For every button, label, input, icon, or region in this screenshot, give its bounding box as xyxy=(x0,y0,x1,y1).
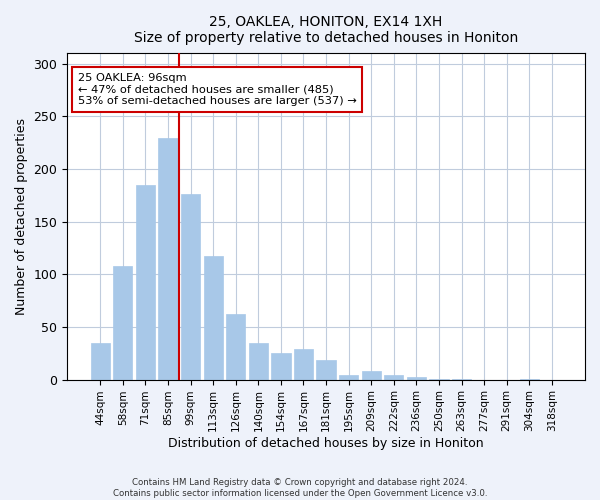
Bar xyxy=(91,343,110,380)
Bar xyxy=(226,314,245,380)
Bar xyxy=(136,185,155,380)
Bar xyxy=(271,354,290,380)
Bar xyxy=(520,378,539,380)
Bar xyxy=(452,378,471,380)
Bar xyxy=(181,194,200,380)
Bar xyxy=(113,266,133,380)
Text: Contains HM Land Registry data © Crown copyright and database right 2024.
Contai: Contains HM Land Registry data © Crown c… xyxy=(113,478,487,498)
Bar xyxy=(430,378,449,380)
Bar xyxy=(294,349,313,380)
Bar xyxy=(384,376,403,380)
Bar xyxy=(203,256,223,380)
X-axis label: Distribution of detached houses by size in Honiton: Distribution of detached houses by size … xyxy=(168,437,484,450)
Title: 25, OAKLEA, HONITON, EX14 1XH
Size of property relative to detached houses in Ho: 25, OAKLEA, HONITON, EX14 1XH Size of pr… xyxy=(134,15,518,45)
Bar xyxy=(362,371,381,380)
Bar xyxy=(339,376,358,380)
Text: 25 OAKLEA: 96sqm
← 47% of detached houses are smaller (485)
53% of semi-detached: 25 OAKLEA: 96sqm ← 47% of detached house… xyxy=(77,73,356,106)
Bar xyxy=(407,378,426,380)
Y-axis label: Number of detached properties: Number of detached properties xyxy=(15,118,28,315)
Bar xyxy=(316,360,335,380)
Bar xyxy=(249,343,268,380)
Bar xyxy=(158,138,178,380)
